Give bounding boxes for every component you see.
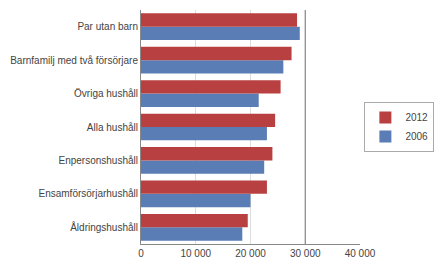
svg-text:10 000: 10 000	[180, 248, 211, 259]
svg-text:2012: 2012	[405, 112, 428, 123]
svg-text:Ensamförsörjarhushåll: Ensamförsörjarhushåll	[39, 188, 139, 199]
svg-text:Alla hushåll: Alla hushåll	[87, 122, 138, 133]
svg-text:Enpersonshushåll: Enpersonshushåll	[59, 155, 139, 166]
svg-text:20 000: 20 000	[235, 248, 266, 259]
svg-text:0: 0	[138, 248, 144, 259]
svg-text:Par utan barn: Par utan barn	[77, 21, 138, 32]
svg-text:Övriga hushåll: Övriga hushåll	[74, 88, 138, 99]
svg-text:Barnfamilj med två försörjare: Barnfamilj med två försörjare	[10, 55, 138, 66]
svg-text:2006: 2006	[405, 131, 428, 142]
svg-text:40 000: 40 000	[345, 248, 376, 259]
svg-text:Åldringshushåll: Åldringshushåll	[70, 221, 138, 233]
svg-text:30 000: 30 000	[290, 248, 321, 259]
